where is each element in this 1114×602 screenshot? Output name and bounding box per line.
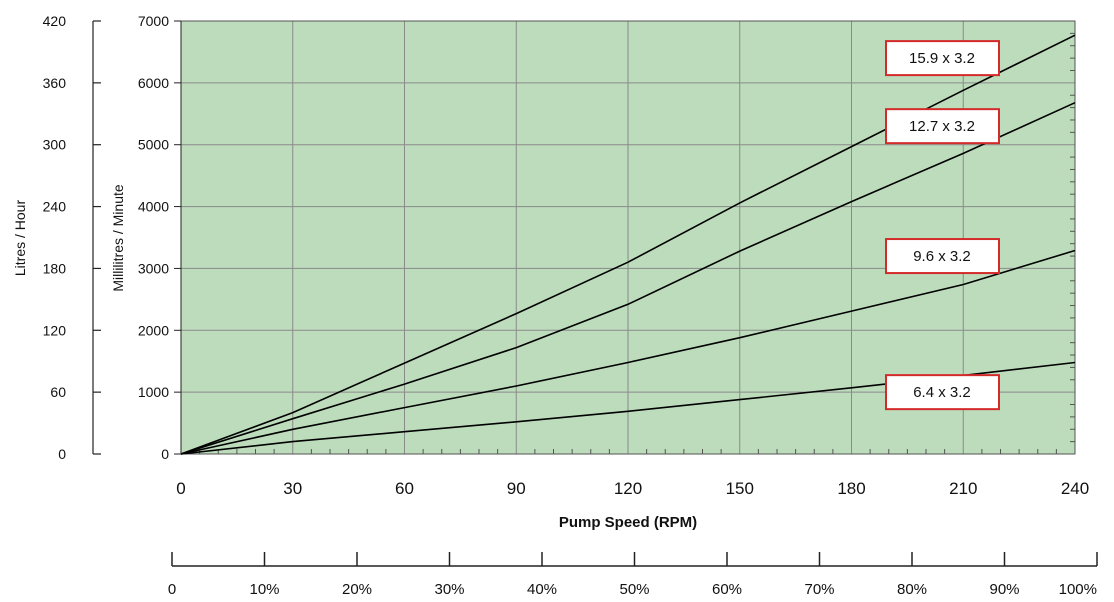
y2-tick-label: 0 [58,446,66,462]
percent-tick-label: 80% [897,581,927,598]
series-label: 12.7 x 3.2 [909,118,975,135]
percent-tick-label: 0 [168,581,176,598]
y2-tick-label: 120 [43,322,67,338]
percent-tick-label: 10% [249,581,279,598]
x-axis-title: Pump Speed (RPM) [559,514,697,531]
percent-tick-label: 30% [434,581,464,598]
series-line [180,101,1076,455]
minor-ticks [199,32,1075,454]
percent-tick-label: 70% [804,581,834,598]
y2-axis: 0 60 120 180 240 300 360 420 [43,13,101,462]
x-tick-label: 90 [507,479,526,498]
y2-tick-label: 60 [50,384,66,400]
y-tick-label: 4000 [138,199,169,215]
x-tick-label: 30 [283,479,302,498]
x-tick-label: 240 [1061,479,1089,498]
series-labels: 15.9 x 3.2 12.7 x 3.2 9.6 x 3.2 6.4 x 3.2 [885,40,1000,411]
series-label: 9.6 x 3.2 [913,248,971,265]
x-axis: 0 30 60 90 120 150 180 210 240 [176,479,1089,498]
y-tick-label: 6000 [138,75,169,91]
y2-tick-label: 420 [43,13,67,29]
percent-tick-label: 20% [342,581,372,598]
series-label: 15.9 x 3.2 [909,50,975,67]
y2-tick-label: 360 [43,75,67,91]
percent-axis: 0 10% 20% 30% 40% 50% 60% 70% 80% 90% 100% [168,552,1098,598]
series-label: 6.4 x 3.2 [913,384,971,401]
x-tick-label: 210 [949,479,977,498]
y-tick-label: 3000 [138,260,169,276]
y-tick-label: 0 [161,446,169,462]
series-label-box [885,374,1000,411]
percent-tick-label: 90% [989,581,1019,598]
y2-tick-label: 180 [43,260,67,276]
percent-tick-label: 40% [527,581,557,598]
y-axis: 0 1000 2000 3000 4000 5000 6000 7000 [138,13,182,462]
y2-axis-title: Litres / Hour [12,200,28,277]
series-line [180,249,1076,455]
y2-tick-label: 300 [43,137,67,153]
y-tick-label: 7000 [138,13,169,29]
percent-tick-label: 60% [712,581,742,598]
y-axis-title: Millilitres / Minute [110,184,126,292]
series-label-box [885,40,1000,77]
x-tick-label: 0 [176,479,185,498]
y-tick-label: 1000 [138,384,169,400]
x-tick-label: 60 [395,479,414,498]
x-tick-label: 180 [837,479,865,498]
y2-tick-label: 240 [43,199,67,215]
series-label-box [885,108,1000,145]
y-tick-label: 2000 [138,322,169,338]
percent-tick-label: 50% [619,581,649,598]
series-label-box [885,238,1000,275]
x-tick-label: 120 [614,479,642,498]
y-tick-label: 5000 [138,137,169,153]
x-tick-label: 150 [726,479,754,498]
percent-tick-label: 100% [1059,581,1097,598]
